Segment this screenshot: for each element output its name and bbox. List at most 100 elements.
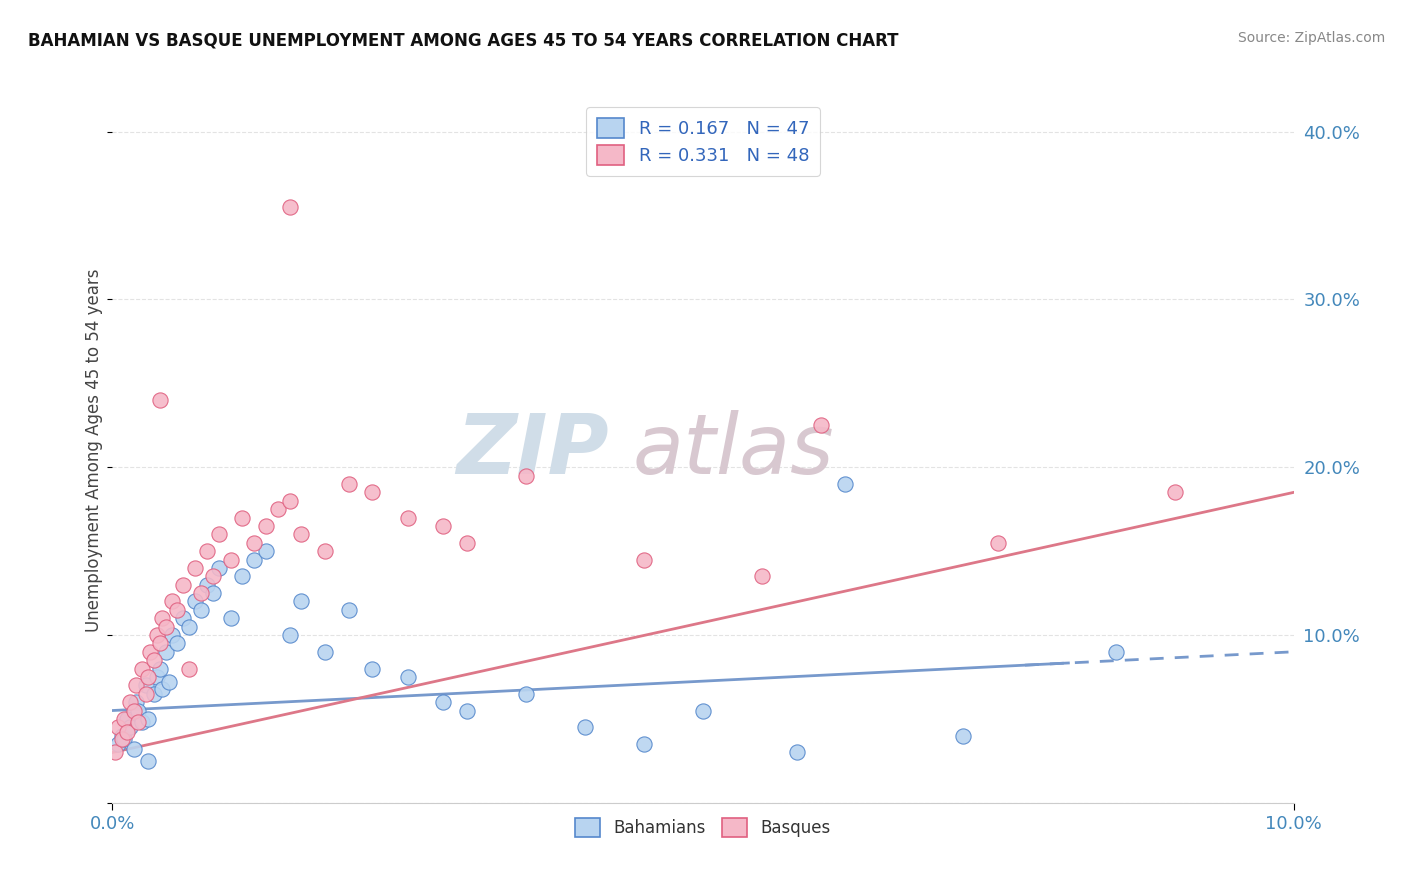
Point — [952, 729, 974, 743]
Point — [515, 468, 537, 483]
Point — [112, 712, 135, 726]
Point — [987, 535, 1010, 549]
Legend: Bahamians, Basques: Bahamians, Basques — [568, 812, 838, 844]
Point — [150, 681, 173, 696]
Point — [208, 561, 231, 575]
Point — [243, 552, 266, 566]
Point — [834, 477, 856, 491]
Point — [751, 569, 773, 583]
Text: atlas: atlas — [633, 410, 834, 491]
Point — [166, 603, 188, 617]
Point — [290, 527, 312, 541]
Point — [515, 687, 537, 701]
Point — [155, 645, 177, 659]
Point — [146, 670, 169, 684]
Point — [127, 704, 149, 718]
Point — [136, 712, 159, 726]
Point — [136, 670, 159, 684]
Point — [122, 742, 145, 756]
Point — [142, 653, 165, 667]
Point — [456, 704, 478, 718]
Point — [104, 746, 127, 760]
Point — [149, 636, 172, 650]
Point — [195, 544, 218, 558]
Point — [361, 485, 384, 500]
Point — [361, 662, 384, 676]
Point — [136, 754, 159, 768]
Point — [633, 737, 655, 751]
Point — [172, 577, 194, 591]
Point — [810, 418, 832, 433]
Text: ZIP: ZIP — [456, 410, 609, 491]
Point — [179, 619, 201, 633]
Point — [290, 594, 312, 608]
Point — [254, 519, 277, 533]
Text: Source: ZipAtlas.com: Source: ZipAtlas.com — [1237, 31, 1385, 45]
Point — [201, 586, 224, 600]
Point — [127, 715, 149, 730]
Point — [278, 200, 301, 214]
Text: BAHAMIAN VS BASQUE UNEMPLOYMENT AMONG AGES 45 TO 54 YEARS CORRELATION CHART: BAHAMIAN VS BASQUE UNEMPLOYMENT AMONG AG… — [28, 31, 898, 49]
Point — [184, 561, 207, 575]
Point — [111, 732, 134, 747]
Point — [314, 645, 336, 659]
Point — [219, 611, 242, 625]
Point — [195, 577, 218, 591]
Point — [190, 603, 212, 617]
Point — [692, 704, 714, 718]
Point — [633, 552, 655, 566]
Point — [160, 628, 183, 642]
Point — [115, 725, 138, 739]
Point — [172, 611, 194, 625]
Point — [125, 695, 148, 709]
Point — [254, 544, 277, 558]
Point — [190, 586, 212, 600]
Point — [149, 662, 172, 676]
Point — [122, 704, 145, 718]
Point — [396, 510, 419, 524]
Point — [120, 695, 142, 709]
Point — [115, 712, 138, 726]
Point — [131, 662, 153, 676]
Point — [208, 527, 231, 541]
Point — [1164, 485, 1187, 500]
Point — [396, 670, 419, 684]
Point — [160, 594, 183, 608]
Point — [135, 687, 157, 701]
Point — [142, 687, 165, 701]
Point — [125, 678, 148, 692]
Point — [107, 720, 129, 734]
Point — [111, 729, 134, 743]
Point — [131, 715, 153, 730]
Point — [146, 628, 169, 642]
Point — [337, 477, 360, 491]
Point — [574, 720, 596, 734]
Point — [314, 544, 336, 558]
Point — [786, 746, 808, 760]
Point — [184, 594, 207, 608]
Point — [219, 552, 242, 566]
Point — [278, 493, 301, 508]
Point — [231, 569, 253, 583]
Point — [278, 628, 301, 642]
Point — [267, 502, 290, 516]
Point — [155, 619, 177, 633]
Y-axis label: Unemployment Among Ages 45 to 54 years: Unemployment Among Ages 45 to 54 years — [84, 268, 103, 632]
Point — [150, 611, 173, 625]
Point — [337, 603, 360, 617]
Point — [231, 510, 253, 524]
Point — [149, 393, 172, 408]
Point — [166, 636, 188, 650]
Point — [456, 535, 478, 549]
Point — [120, 720, 142, 734]
Point — [157, 675, 180, 690]
Point — [112, 732, 135, 747]
Point — [135, 678, 157, 692]
Point — [139, 645, 162, 659]
Point — [432, 695, 454, 709]
Point — [432, 519, 454, 533]
Point — [107, 737, 129, 751]
Point — [1105, 645, 1128, 659]
Point — [201, 569, 224, 583]
Point — [179, 662, 201, 676]
